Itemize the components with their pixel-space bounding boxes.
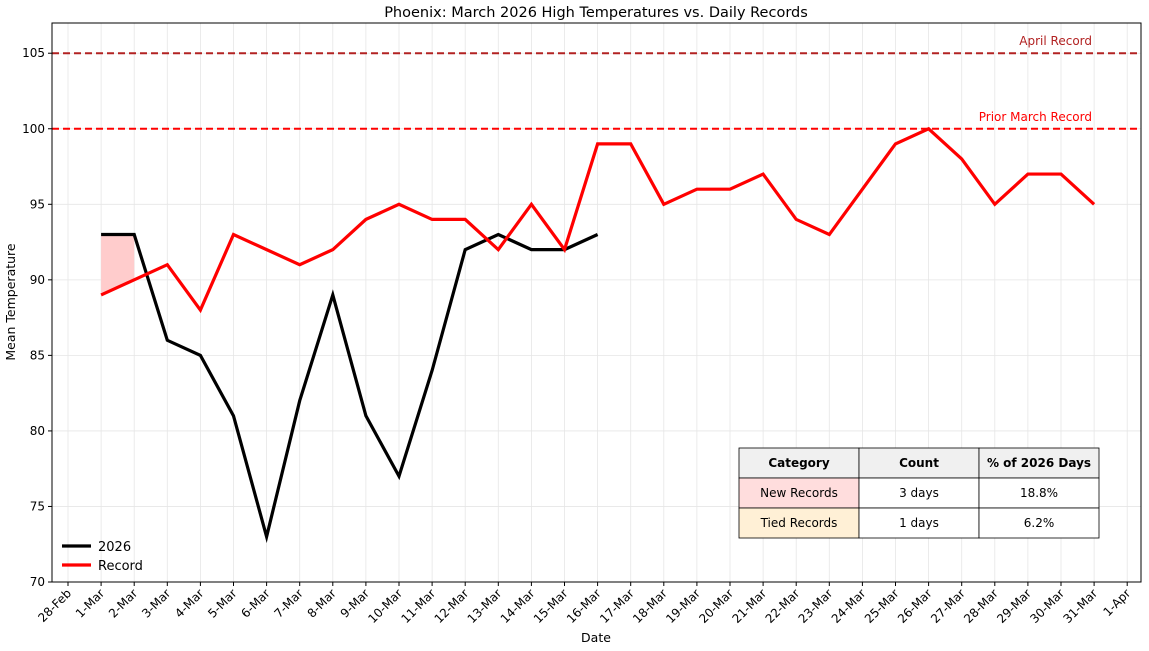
table-header-cell (858, 447, 980, 479)
x-tick-label: 27-Mar (928, 586, 968, 626)
y-tick-label: 100 (22, 122, 45, 136)
table-header-label: Count (899, 456, 939, 470)
x-tick-label: 12-Mar (432, 586, 472, 626)
y-tick-label: 75 (30, 499, 45, 513)
x-tick-label: 5-Mar (205, 586, 239, 620)
table-header-label: % of 2026 Days (987, 456, 1091, 470)
table-cell-text: Tied Records (760, 516, 838, 530)
table-cell-text: 3 days (899, 486, 939, 500)
x-tick-label: 1-Apr (1100, 586, 1133, 619)
series-line-2026 (101, 232, 599, 544)
table-cell-text: New Records (760, 486, 838, 500)
y-tick-label: 80 (30, 424, 45, 438)
x-tick-label: 18-Mar (630, 586, 670, 626)
reference-line-label: April Record (1019, 34, 1092, 48)
new-record-fill (101, 234, 135, 295)
table-cell (978, 507, 1100, 539)
y-tick-label: 95 (30, 197, 45, 211)
x-tick-label: 21-Mar (729, 586, 769, 626)
x-tick-label: 24-Mar (829, 586, 869, 626)
x-tick-label: 3-Mar (139, 586, 173, 620)
legend-label: Record (98, 559, 143, 574)
x-tick-label: 17-Mar (597, 586, 637, 626)
x-tick-label: 8-Mar (305, 586, 339, 620)
x-tick-label: 19-Mar (663, 586, 703, 626)
x-tick-label: 30-Mar (1027, 586, 1067, 626)
legend: 2026 Record (62, 540, 143, 574)
x-tick-label: 6-Mar (238, 586, 272, 620)
x-tick-label: 2-Mar (106, 586, 140, 620)
summary-table: Category Count % of 2026 Days New Records 3 … (738, 447, 1100, 539)
x-tick-label: 16-Mar (564, 586, 604, 626)
y-tick-label: 85 (30, 348, 45, 362)
x-axis-label: Date (581, 630, 611, 645)
reference-line-label: Prior March Record (979, 110, 1092, 124)
x-tick-label: 14-Mar (498, 586, 538, 626)
x-tick-label: 20-Mar (696, 586, 736, 626)
table-cell (858, 507, 980, 539)
x-tick-label: 25-Mar (862, 586, 902, 626)
table-cell (738, 477, 860, 509)
table-cell-text: 6.2% (1024, 516, 1055, 530)
x-tick-label: 4-Mar (172, 586, 206, 620)
table-header-cell (978, 447, 1100, 479)
chart-title: Phoenix: March 2026 High Temperatures vs… (384, 5, 808, 21)
series-line-record (100, 126, 1096, 314)
y-tick-label: 70 (30, 575, 45, 589)
x-tick-label: 7-Mar (271, 586, 305, 620)
x-tick-label: 15-Mar (531, 586, 571, 626)
x-tick-label: 13-Mar (465, 586, 505, 626)
x-tick-label: 22-Mar (763, 586, 803, 626)
y-tick-label: 90 (30, 273, 45, 287)
table-cell (858, 477, 980, 509)
x-tick-label: 1-Mar (73, 586, 107, 620)
legend-label: 2026 (98, 540, 131, 555)
y-axis-label: Mean Temperature (3, 243, 18, 361)
x-tick-label: 31-Mar (1060, 586, 1100, 626)
x-tick-label: 11-Mar (398, 586, 438, 626)
x-tick-label: 10-Mar (365, 586, 405, 626)
table-header-cell (738, 447, 860, 479)
x-tick-label: 23-Mar (796, 586, 836, 626)
table-header-label: Category (768, 456, 830, 470)
x-tick-label: 28-Feb (35, 586, 74, 625)
y-tick-label: 105 (22, 46, 45, 60)
plot-frame (51, 22, 1142, 583)
table-cell (978, 477, 1100, 509)
x-tick-label: 29-Mar (994, 586, 1034, 626)
table-cell-text: 1 days (899, 516, 939, 530)
x-tick-label: 26-Mar (895, 586, 935, 626)
x-tick-label: 28-Mar (961, 586, 1001, 626)
table-cell-text: 18.8% (1020, 486, 1058, 500)
